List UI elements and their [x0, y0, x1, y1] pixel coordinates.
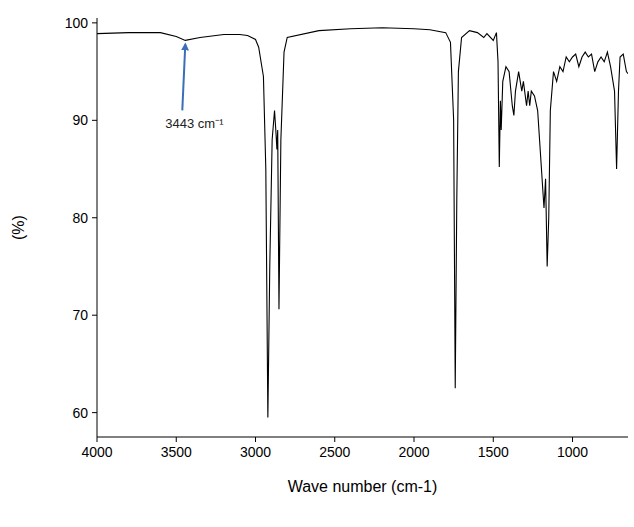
y-tick-label: 60: [72, 405, 88, 421]
x-tick-label: 2000: [398, 444, 429, 460]
x-tick: [255, 437, 256, 442]
y-tick: [92, 315, 97, 316]
x-tick: [493, 437, 494, 442]
x-tick: [176, 437, 177, 442]
x-tick-label: 3500: [161, 444, 192, 460]
annotation-label: 3443 cm⁻¹: [165, 116, 224, 131]
y-tick: [92, 120, 97, 121]
x-tick-label: 4000: [81, 444, 112, 460]
y-tick-label: 80: [72, 210, 88, 226]
spectrum-line: [97, 28, 628, 418]
y-tick-label: 70: [72, 307, 88, 323]
x-tick: [414, 437, 415, 442]
y-tick: [92, 412, 97, 413]
y-tick: [92, 22, 97, 23]
x-tick: [334, 437, 335, 442]
y-tick: [92, 217, 97, 218]
annotation-arrow: [182, 44, 185, 110]
background: [0, 0, 634, 527]
x-axis-title: Wave number (cm-1): [288, 478, 438, 495]
x-tick: [572, 437, 573, 442]
y-tick-label: 100: [65, 15, 89, 31]
y-axis-title: (%): [10, 215, 27, 240]
y-axis: [97, 18, 98, 437]
plot-area: [97, 28, 628, 418]
chart: 4000 3500 3000 2500 2000 1500 1000 60 70 80 90 100 W…: [0, 0, 634, 527]
y-tick-label: 90: [72, 112, 88, 128]
x-tick-label: 1000: [557, 444, 588, 460]
x-tick-label: 1500: [478, 444, 509, 460]
x-tick-label: 2500: [319, 444, 350, 460]
x-tick-label: 3000: [240, 444, 271, 460]
x-tick: [97, 437, 98, 442]
